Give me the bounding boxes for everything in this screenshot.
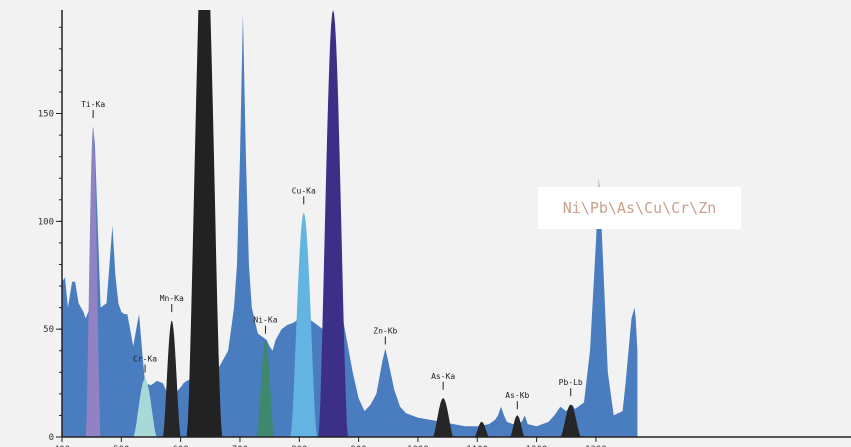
x-tick-label: 1200 — [526, 445, 548, 447]
peak-cr-ka — [133, 378, 157, 437]
peak-label: As-Ka — [431, 372, 455, 381]
x-tick-label: 700 — [232, 445, 248, 447]
peak-cu-ka — [290, 212, 318, 437]
peak-label: Ni-Ka — [253, 316, 277, 325]
peak-label: Mn-Ka — [160, 294, 184, 303]
axes: 0 50 100 150 400 500 600 700 800 900 1000 1100 1200 1… — [38, 10, 851, 447]
x-tick-label: 1000 — [407, 445, 429, 447]
peak-label: Pb-Lb — [559, 378, 583, 387]
y-tick-label: 150 — [38, 110, 54, 120]
x-tick-label: 500 — [113, 445, 129, 447]
peak-label: As-Kb — [505, 391, 529, 400]
x-tick-label: 400 — [54, 445, 70, 447]
peak-label: Ti-Ka — [81, 100, 105, 109]
peak-labels: Ti-Ka Cr-Ka Mn-Ka Ni-Ka Cu-Ka Zn-Kb As-Ka As-Kb… — [81, 100, 583, 410]
x-tick-label: 600 — [173, 445, 189, 447]
plot-area — [62, 10, 638, 437]
x-tick-label: 900 — [350, 445, 366, 447]
y-tick-label: 50 — [43, 325, 54, 335]
peak-as-ka — [432, 398, 454, 437]
peak-ni-ka — [256, 340, 275, 437]
x-tick-label: 800 — [291, 445, 307, 447]
peak-pb-lb — [560, 404, 582, 437]
y-tick-label: 100 — [38, 217, 54, 227]
background-spectrum-area — [62, 14, 638, 437]
legend-box — [538, 187, 741, 229]
y-tick-label: 0 — [49, 433, 54, 443]
legend-text: Ni\Pb\As\Cu\Cr\Zn — [563, 199, 717, 217]
peak-ti-ka — [85, 126, 101, 437]
peak-label: Cu-Ka — [292, 186, 316, 195]
peak-as-kb — [509, 415, 525, 437]
peak-unlabeled-3 — [186, 10, 223, 437]
x-tick-label: 1100 — [466, 445, 488, 447]
peak-unlabeled-6 — [318, 10, 348, 437]
peak-mn-ka — [162, 320, 181, 437]
x-tick-label: 1300 — [585, 445, 607, 447]
peak-unlabeled-9 — [474, 421, 490, 437]
peak-label: Cr-Ka — [133, 355, 157, 364]
legend: Ni\Pb\As\Cu\Cr\Zn — [538, 187, 741, 229]
peak-label: Zn-Kb — [373, 326, 397, 335]
